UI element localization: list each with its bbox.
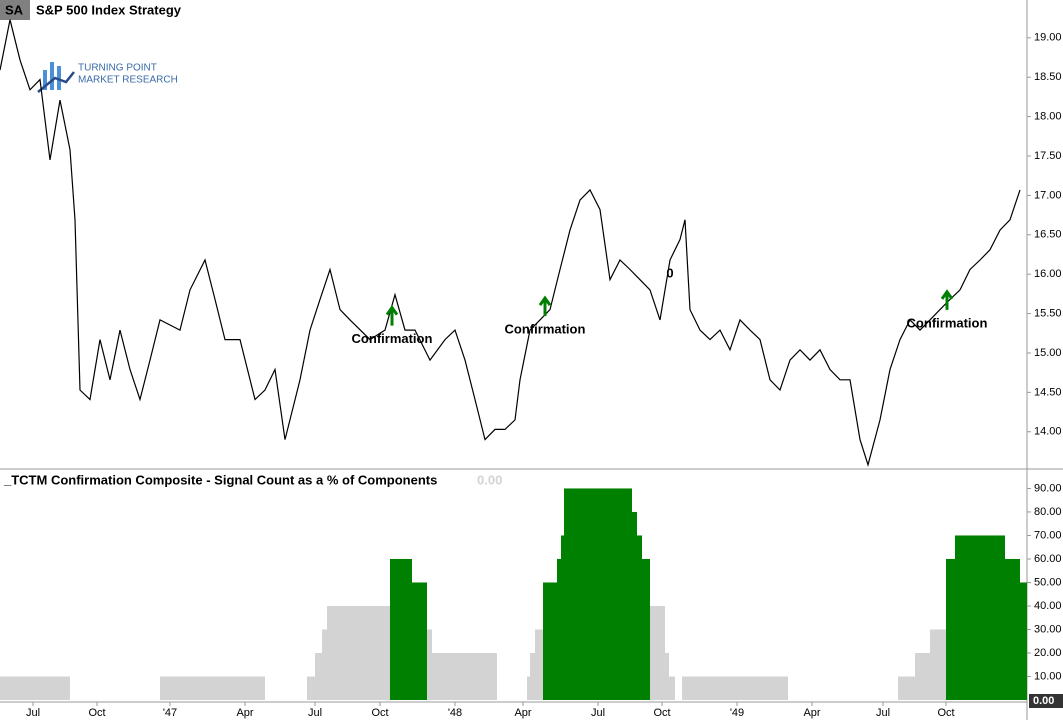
bar [665, 652, 669, 700]
y-tick-label: 30.00 [1034, 623, 1062, 635]
signal-arrow [538, 295, 552, 317]
y-tick-label: 18.00 [1034, 111, 1062, 123]
bar [946, 558, 955, 700]
bar [1020, 582, 1027, 700]
bar [898, 676, 915, 700]
signal-arrow [385, 304, 399, 326]
price-line [0, 19, 1021, 467]
chart-title: S&P 500 Index Strategy [36, 2, 182, 17]
y-tick-label: 50.00 [1034, 576, 1062, 588]
y-tick-label: 70.00 [1034, 529, 1062, 541]
bar [557, 558, 561, 700]
y-tick-label: 20.00 [1034, 647, 1062, 659]
bar [527, 676, 530, 700]
x-tick-label: Oct [937, 707, 954, 719]
x-tick-label: Jul [26, 707, 40, 719]
x-tick-label: Apr [514, 707, 531, 719]
annotation: Confirmation [907, 315, 988, 330]
y-tick-label: 60.00 [1034, 553, 1062, 565]
bar [564, 488, 632, 700]
x-tick-label: Jul [876, 707, 890, 719]
x-tick-label: Apr [803, 707, 820, 719]
y-tick-label: 17.00 [1034, 189, 1062, 201]
bar [0, 676, 70, 700]
bar [530, 652, 535, 700]
y-tick-label: 15.00 [1034, 347, 1062, 359]
y-tick-label: 19.00 [1034, 32, 1062, 44]
x-tick-label: '47 [163, 707, 177, 719]
x-tick-label: '48 [448, 707, 462, 719]
annotation: 0 [666, 266, 673, 281]
y-tick-label: 10.00 [1034, 670, 1062, 682]
bar [432, 652, 497, 700]
panel-title: _TCTM Confirmation Composite - Signal Co… [3, 472, 437, 487]
symbol: SA [5, 2, 24, 17]
bar [535, 629, 543, 700]
logo-bar [43, 70, 47, 90]
y-tick-label: 17.50 [1034, 150, 1062, 162]
logo: TURNING POINT MARKET RESEARCH [37, 62, 178, 93]
bar [930, 629, 946, 700]
bar [412, 582, 427, 700]
bar [682, 676, 788, 700]
logo-bar [50, 62, 54, 90]
x-tick-label: Jul [308, 707, 322, 719]
y-tick-label: 14.00 [1034, 426, 1062, 438]
bar [669, 676, 675, 700]
bar [955, 535, 1005, 700]
x-tick-label: Oct [371, 707, 388, 719]
y-tick-label: 16.50 [1034, 229, 1062, 241]
y-tick-label: 18.50 [1034, 71, 1062, 83]
x-tick-label: Oct [88, 707, 105, 719]
bar [561, 535, 564, 700]
annotation: Confirmation [505, 322, 586, 337]
x-tick-label: Jul [591, 707, 605, 719]
y-tick-label: 40.00 [1034, 600, 1062, 612]
bar [632, 511, 637, 700]
y-tick-label: 80.00 [1034, 506, 1062, 518]
bar [315, 652, 322, 700]
value-box-label: 0.00 [1033, 695, 1054, 707]
logo-text: MARKET RESEARCH [78, 75, 178, 86]
y-tick-label: 90.00 [1034, 482, 1062, 494]
value-box [1029, 694, 1063, 708]
bar [327, 605, 390, 700]
y-tick-label: 16.00 [1034, 268, 1062, 280]
y-tick-label: 15.50 [1034, 307, 1062, 319]
signal-arrow [940, 289, 954, 310]
bar [1005, 558, 1020, 700]
bar [307, 676, 315, 700]
bar [427, 629, 432, 700]
logo-arrow [37, 71, 75, 93]
panel-value: 0.00 [477, 472, 502, 487]
logo-text: TURNING POINT [78, 63, 157, 74]
bar [390, 558, 412, 700]
bar [543, 582, 557, 700]
bar [637, 535, 642, 700]
x-tick-label: '49 [730, 707, 744, 719]
bar [642, 558, 650, 700]
x-tick-label: Oct [653, 707, 670, 719]
bar [322, 629, 327, 700]
logo-bar [57, 66, 61, 90]
bar [915, 652, 930, 700]
x-tick-label: Apr [236, 707, 253, 719]
symbol-box [0, 0, 30, 20]
y-tick-label: 14.50 [1034, 386, 1062, 398]
annotation: Confirmation [352, 331, 433, 346]
bar [160, 676, 265, 700]
bar [650, 605, 665, 700]
